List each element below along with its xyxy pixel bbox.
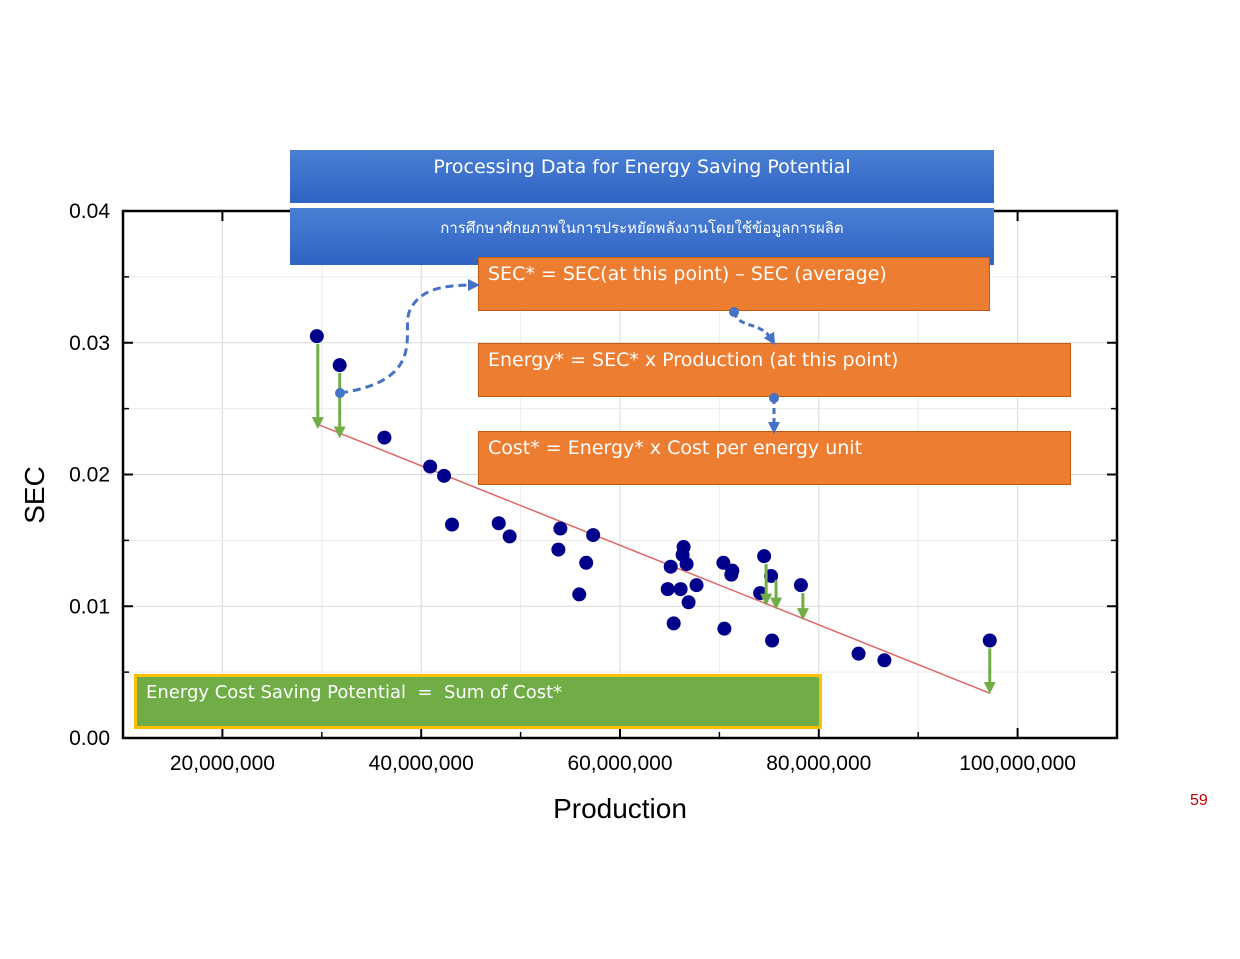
data-point [982, 633, 997, 648]
data-point [579, 555, 594, 570]
x-tick-label: 60,000,000 [567, 752, 672, 775]
y-tick-label: 0.02 [69, 464, 110, 487]
data-point [491, 516, 506, 531]
data-point [689, 578, 704, 593]
slide-title: Processing Data for Energy Saving Potent… [290, 150, 994, 203]
data-point [793, 578, 808, 593]
slide-subtitle: การศึกษาศักยภาพในการประหยัดพลังงานโดยใช้… [290, 208, 994, 265]
page-number: 59 [1190, 792, 1208, 809]
data-point [676, 539, 691, 554]
data-point [679, 557, 694, 572]
data-point [851, 646, 866, 661]
data-point [437, 468, 452, 483]
y-tick-label: 0.04 [69, 200, 110, 223]
data-point [502, 529, 517, 544]
data-point [681, 595, 696, 610]
data-point [423, 459, 438, 474]
data-points [309, 329, 997, 668]
x-tick-label: 20,000,000 [170, 752, 275, 775]
x-tick-labels: 20,000,000 40,000,000 60,000,000 80,000,000… [170, 752, 1076, 775]
data-point [725, 563, 740, 578]
data-point [377, 430, 392, 445]
data-point [332, 358, 347, 373]
data-point [551, 542, 566, 557]
x-tick-label: 40,000,000 [369, 752, 474, 775]
y-tick-label: 0.00 [69, 727, 110, 750]
data-point [666, 616, 681, 631]
energy-formula-box: Energy* = SEC* x Production (at this poi… [478, 343, 1071, 397]
data-point [663, 559, 678, 574]
data-point [553, 521, 568, 536]
x-tick-label: 80,000,000 [766, 752, 871, 775]
sec-formula-box: SEC* = SEC(at this point) – SEC (average… [478, 257, 990, 311]
data-point [445, 517, 460, 532]
x-tick-label: 100,000,000 [959, 752, 1076, 775]
data-point [757, 549, 772, 564]
data-point [877, 653, 892, 668]
data-point [572, 587, 587, 602]
cost-formula-box: Cost* = Energy* x Cost per energy unit [478, 431, 1071, 485]
data-point [309, 329, 324, 344]
data-point [660, 582, 675, 597]
y-tick-label: 0.03 [69, 332, 110, 355]
data-point [673, 582, 688, 597]
y-axis-label: SEC [19, 466, 50, 524]
y-tick-labels: 0.00 0.01 0.02 0.03 0.04 [69, 200, 110, 750]
data-point [716, 555, 731, 570]
data-point [586, 528, 601, 543]
saving-potential-box: Energy Cost Saving Potential = Sum of Co… [134, 674, 822, 729]
deviation-arrows [311, 344, 996, 694]
y-tick-label: 0.01 [69, 595, 110, 618]
axis-ticks [123, 210, 1117, 739]
data-point [765, 633, 780, 648]
x-axis-label: Production [553, 793, 687, 824]
data-point [717, 621, 732, 636]
